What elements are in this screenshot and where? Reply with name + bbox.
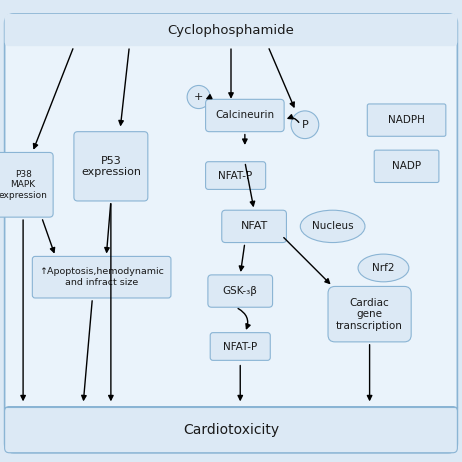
Text: Calcineurin: Calcineurin	[215, 110, 274, 121]
Ellipse shape	[300, 210, 365, 243]
Text: NADPH: NADPH	[388, 115, 425, 125]
Text: Cardiotoxicity: Cardiotoxicity	[183, 423, 279, 437]
FancyBboxPatch shape	[206, 99, 284, 132]
Text: Nrf2: Nrf2	[372, 263, 395, 273]
Text: GSK-₃β: GSK-₃β	[223, 286, 258, 296]
Text: +: +	[194, 92, 203, 102]
FancyBboxPatch shape	[5, 407, 457, 453]
FancyBboxPatch shape	[0, 152, 53, 217]
Text: Cardiac
gene
transcription: Cardiac gene transcription	[336, 298, 403, 331]
FancyBboxPatch shape	[74, 132, 148, 201]
Text: P53
expression: P53 expression	[81, 156, 141, 177]
FancyBboxPatch shape	[328, 286, 411, 342]
Ellipse shape	[291, 111, 319, 139]
Text: P: P	[302, 120, 308, 130]
FancyBboxPatch shape	[5, 14, 457, 46]
FancyBboxPatch shape	[32, 256, 171, 298]
Text: NFAT-P: NFAT-P	[223, 341, 257, 352]
Ellipse shape	[358, 254, 409, 282]
FancyBboxPatch shape	[210, 333, 270, 360]
FancyBboxPatch shape	[222, 210, 286, 243]
Text: P38
MAPK
expression: P38 MAPK expression	[0, 170, 48, 200]
FancyBboxPatch shape	[206, 162, 266, 189]
FancyBboxPatch shape	[5, 14, 457, 453]
FancyBboxPatch shape	[374, 150, 439, 182]
Text: Cyclophosphamide: Cyclophosphamide	[168, 24, 294, 36]
Text: NFAT-P: NFAT-P	[219, 170, 253, 181]
Ellipse shape	[187, 85, 210, 109]
FancyBboxPatch shape	[208, 275, 273, 307]
Text: NFAT: NFAT	[241, 221, 267, 231]
Text: Nucleus: Nucleus	[312, 221, 353, 231]
Text: NADP: NADP	[392, 161, 421, 171]
Text: ↑Apoptosis,hemodynamic
and infract size: ↑Apoptosis,hemodynamic and infract size	[39, 267, 164, 287]
FancyBboxPatch shape	[367, 104, 446, 136]
